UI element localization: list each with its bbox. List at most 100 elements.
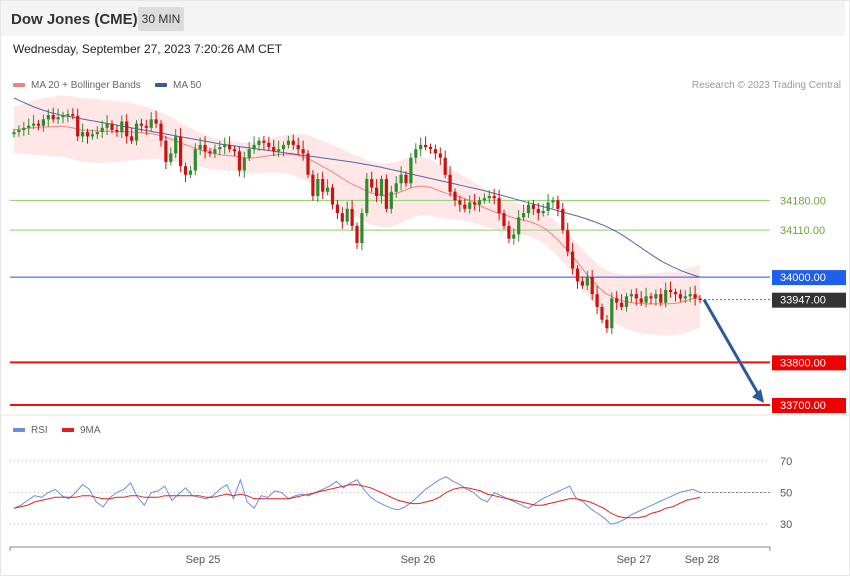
candle-body	[615, 298, 619, 303]
candle-body	[330, 187, 335, 205]
legend-rsi: RSI	[13, 425, 48, 436]
chart-header: Dow Jones (CME) 30 MIN	[1, 1, 845, 36]
candle-body	[693, 294, 697, 299]
candle-body	[600, 306, 604, 320]
candle-body	[306, 153, 310, 175]
candle-body	[580, 281, 584, 286]
candle-body	[193, 149, 197, 171]
candle-body	[379, 179, 384, 197]
ma50-swatch	[155, 83, 167, 88]
ma20-swatch	[13, 83, 25, 88]
candle-body	[404, 174, 408, 184]
candle-body	[36, 123, 41, 126]
candle-body	[389, 191, 393, 209]
candle-body	[247, 149, 251, 158]
candle-body	[110, 123, 114, 130]
candle-body	[27, 125, 31, 128]
legend-ma50: MA 50	[155, 80, 201, 91]
level-tag-bg-33800.00	[772, 355, 846, 371]
candle-body	[551, 200, 555, 203]
candle-body	[468, 202, 472, 209]
candle-body	[213, 149, 217, 154]
candle-body	[522, 213, 526, 218]
candle-body	[277, 149, 281, 152]
candle-body	[272, 147, 276, 152]
candle-body	[492, 196, 496, 199]
candle-body	[669, 289, 673, 293]
candle-body	[683, 296, 687, 299]
candle-body	[242, 157, 246, 171]
candle-body	[350, 208, 354, 226]
candle-body	[66, 114, 70, 116]
candle-body	[61, 115, 65, 118]
candle-body	[453, 191, 457, 201]
candle-body	[159, 123, 163, 141]
candle-body	[487, 196, 491, 199]
candle-body	[139, 123, 143, 126]
candle-body	[531, 204, 535, 209]
candle-body	[634, 294, 638, 299]
level-label-34180.00: 34180.00	[780, 195, 826, 207]
candle-body	[345, 208, 349, 222]
candle-body	[120, 121, 124, 133]
candle-body	[291, 140, 295, 145]
candle-body	[517, 217, 521, 235]
candle-body	[566, 230, 570, 252]
candle-body	[286, 140, 290, 145]
candle-body	[590, 277, 594, 295]
candle-body	[473, 202, 477, 205]
candle-body	[561, 208, 565, 231]
candle-body	[664, 289, 668, 303]
candle-body	[414, 149, 418, 158]
candle-body	[384, 179, 388, 209]
candle-body	[428, 147, 433, 150]
candle-body	[639, 298, 643, 303]
candle-body	[252, 144, 256, 150]
candle-body	[458, 200, 462, 205]
ma50-legend-label: MA 50	[173, 80, 202, 91]
candle-body	[218, 147, 222, 150]
candle-body	[174, 136, 178, 154]
candle-body	[41, 119, 45, 126]
candle-body	[375, 187, 379, 197]
candle-body	[51, 115, 55, 120]
candle-body	[394, 183, 398, 192]
candle-body	[335, 204, 339, 214]
candle-body	[257, 140, 261, 145]
candle-body	[512, 234, 516, 239]
candle-body	[688, 294, 692, 297]
candle-body	[556, 200, 560, 209]
candle-body	[154, 119, 158, 124]
rsi-series-RSI	[13, 476, 701, 525]
candle-body	[355, 225, 359, 243]
rsi-legend-label: RSI	[31, 425, 48, 436]
candle-body	[541, 210, 545, 214]
x-tick-Sep-25: Sep 25	[186, 554, 221, 566]
candle-body	[536, 208, 540, 214]
timeframe-badge[interactable]: 30 MIN	[138, 7, 184, 31]
candle-body	[81, 132, 85, 137]
candle-body	[654, 294, 658, 299]
candle-body	[595, 294, 599, 307]
candle-body	[585, 277, 589, 286]
candle-body	[620, 302, 624, 307]
candle-body	[649, 296, 653, 299]
candle-body	[698, 298, 702, 300]
candle-body	[673, 292, 678, 295]
level-label-34110.00: 34110.00	[780, 225, 825, 237]
candle-body	[188, 170, 192, 175]
candle-body	[267, 142, 271, 148]
candle-body	[105, 123, 109, 128]
candle-body	[179, 136, 183, 167]
candle-body	[208, 151, 212, 154]
candle-body	[262, 140, 266, 143]
candle-body	[125, 121, 129, 137]
candle-body	[575, 268, 580, 282]
candle-body	[281, 144, 286, 150]
forecast-arrow-head	[752, 389, 764, 403]
candle-body	[311, 174, 315, 197]
candle-body	[316, 179, 320, 197]
candle-body	[340, 213, 344, 222]
candle-body	[605, 319, 609, 329]
